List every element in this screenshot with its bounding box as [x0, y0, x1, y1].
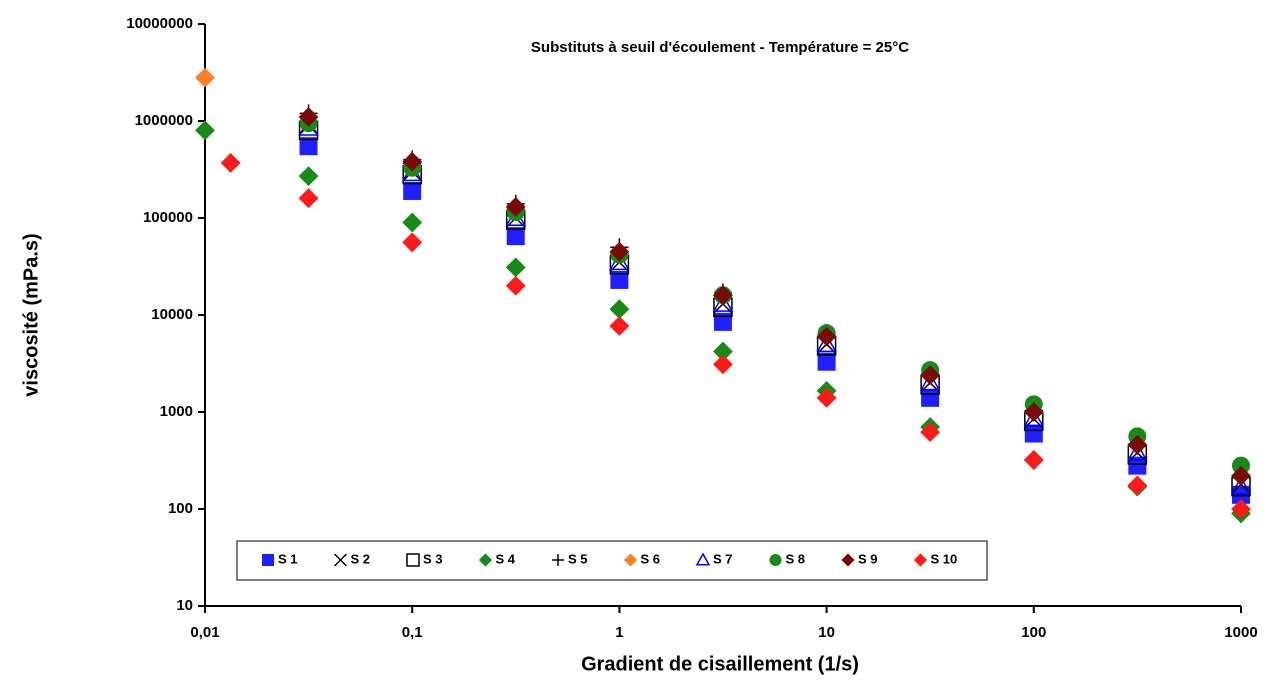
- marker: [769, 554, 782, 566]
- x-axis-label: Gradient de cisaillement (1/s): [581, 653, 859, 675]
- marker: [609, 299, 630, 320]
- legend-label: S 4: [496, 551, 516, 566]
- legend-label: S 10: [931, 551, 958, 566]
- x-tick-label: 0,01: [190, 624, 219, 641]
- y-axis-label: viscosité (mPa.s): [20, 233, 42, 396]
- legend-box: [236, 540, 988, 581]
- series: [299, 114, 1250, 475]
- marker: [1023, 408, 1045, 427]
- marker: [478, 553, 493, 567]
- marker: [333, 553, 348, 567]
- marker: [919, 372, 941, 391]
- marker: [505, 257, 526, 278]
- marker: [1230, 476, 1252, 495]
- marker: [610, 270, 629, 289]
- marker: [609, 316, 630, 336]
- marker: [1232, 456, 1250, 475]
- marker: [505, 275, 526, 296]
- x-tick-label: 10: [818, 624, 835, 641]
- marker: [841, 553, 855, 567]
- y-tick-label: 100: [168, 500, 193, 517]
- marker: [220, 152, 241, 173]
- legend-label: S 2: [351, 551, 371, 566]
- legend: S 1 S 2 S 3 S 4 S 5 S 6 S 7 S 8 S 9 S 10: [236, 540, 988, 581]
- y-tick-label: 1000000: [135, 112, 193, 129]
- marker: [402, 212, 423, 233]
- marker: [623, 553, 638, 567]
- legend-label: S 1: [278, 551, 298, 566]
- marker: [406, 553, 420, 567]
- chart-title: Substituts à seuil d'écoulement - Tempér…: [531, 39, 909, 56]
- legend-label: S 6: [641, 551, 661, 566]
- marker: [713, 341, 733, 362]
- series: [220, 152, 1251, 519]
- marker: [262, 554, 274, 566]
- marker: [506, 227, 525, 246]
- marker: [712, 293, 734, 312]
- marker: [713, 285, 733, 306]
- y-tick-label: 10000: [151, 306, 193, 323]
- marker: [921, 388, 940, 407]
- marker: [1127, 442, 1148, 461]
- legend-label: S 5: [568, 551, 588, 566]
- series: [299, 137, 1250, 504]
- series: [298, 117, 1252, 495]
- marker: [552, 554, 564, 566]
- marker: [1024, 424, 1043, 443]
- marker: [299, 137, 318, 156]
- marker: [609, 241, 630, 262]
- marker: [1127, 475, 1148, 496]
- x-tick-label: 1000: [1224, 624, 1257, 641]
- marker: [402, 151, 423, 172]
- marker: [713, 354, 733, 375]
- marker: [298, 107, 319, 127]
- marker: [816, 387, 837, 408]
- series: [299, 115, 1251, 494]
- marker: [298, 188, 319, 209]
- marker: [695, 552, 711, 566]
- series: [195, 67, 215, 88]
- x-tick-label: 1: [615, 624, 623, 641]
- y-tick-label: 1000: [160, 403, 193, 420]
- marker: [1023, 450, 1044, 470]
- legend-label: S 7: [713, 551, 733, 566]
- series: [298, 120, 1251, 497]
- marker: [195, 120, 215, 141]
- x-tick-label: 100: [1021, 624, 1046, 641]
- marker: [913, 553, 928, 567]
- marker: [1128, 456, 1147, 475]
- y-tick-label: 10: [176, 597, 193, 614]
- marker: [920, 422, 941, 443]
- marker: [817, 352, 836, 371]
- marker: [816, 326, 837, 347]
- marker: [1127, 434, 1148, 455]
- marker: [1023, 402, 1044, 422]
- legend-label: S 9: [858, 551, 878, 566]
- marker: [816, 333, 837, 353]
- marker: [505, 197, 526, 217]
- series: [299, 104, 1250, 485]
- marker: [403, 181, 422, 200]
- y-tick-label: 10000000: [126, 15, 193, 32]
- marker: [298, 166, 319, 187]
- marker: [713, 312, 732, 331]
- series: [298, 107, 1251, 486]
- legend-label: S 8: [786, 551, 806, 566]
- x-tick-label: 0,1: [402, 624, 423, 641]
- y-tick-label: 100000: [143, 209, 193, 226]
- marker: [402, 232, 423, 253]
- marker: [1232, 485, 1250, 504]
- marker: [920, 365, 941, 386]
- marker: [195, 67, 215, 88]
- marker: [1231, 465, 1251, 486]
- legend-label: S 3: [423, 551, 443, 566]
- marker: [1231, 499, 1251, 519]
